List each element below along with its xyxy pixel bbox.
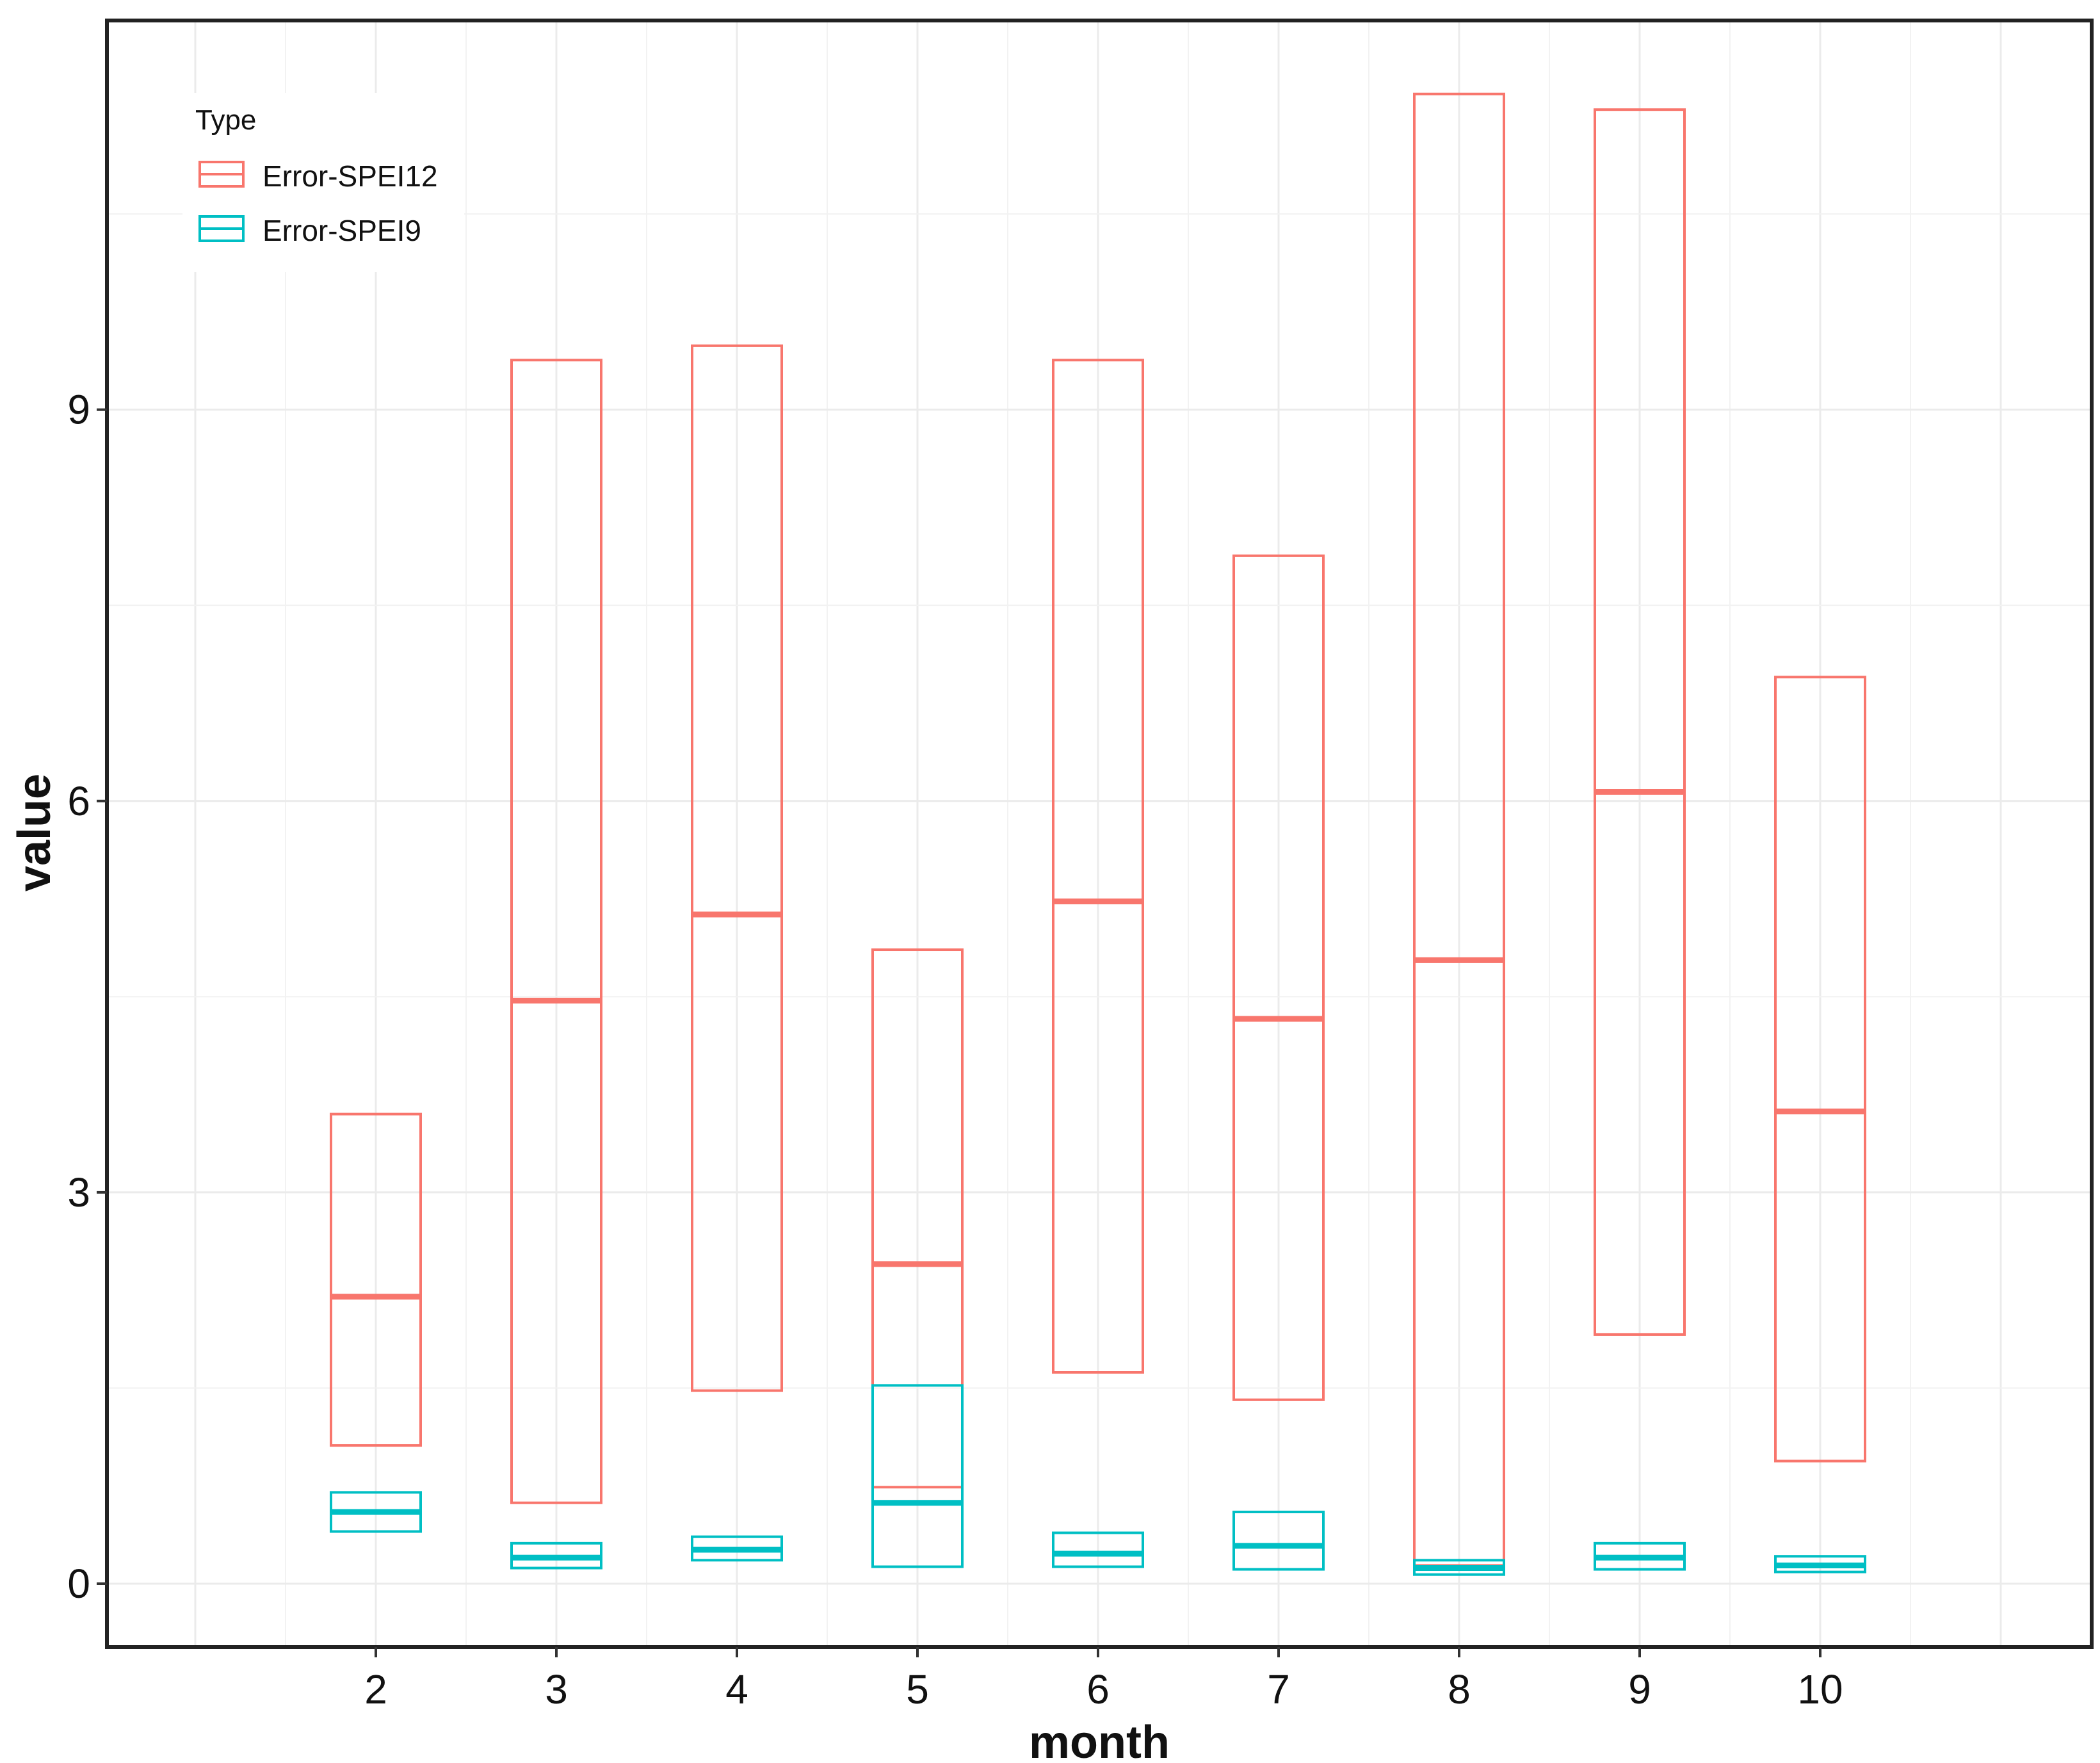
x-tick-label: 10 [1797, 1666, 1843, 1712]
box-spei9-month-5 [871, 1384, 964, 1568]
legend-title: Type [195, 104, 256, 136]
y-tick-label: 3 [67, 1169, 90, 1215]
legend-key-spei12 [198, 161, 245, 188]
legend-label-spei9: Error-SPEI9 [262, 214, 421, 247]
box-spei12-month-3 [510, 359, 602, 1504]
x-tick-label: 6 [1086, 1666, 1110, 1712]
box-spei9-month-6 [1052, 1531, 1144, 1568]
x-tick-label: 4 [725, 1666, 748, 1712]
legend-label-spei12: Error-SPEI12 [262, 159, 438, 193]
x-tick-label: 2 [364, 1666, 387, 1712]
box-spei12-month-10 [1774, 676, 1866, 1463]
box-spei12-month-6 [1052, 359, 1144, 1374]
y-tick-label: 6 [67, 778, 90, 824]
box-spei12-month-7 [1232, 554, 1325, 1401]
box-spei12-month-2 [330, 1112, 422, 1447]
x-tick-label: 5 [906, 1666, 929, 1712]
x-tick-label: 7 [1267, 1666, 1290, 1712]
boxes [330, 92, 1866, 1576]
legend-background [182, 93, 464, 272]
legend-key-spei9 [198, 215, 245, 242]
y-axis-title: value [9, 774, 60, 891]
box-spei12-month-4 [691, 344, 783, 1392]
axis-ticks [97, 408, 1821, 1657]
tick-labels: 0 3 6 9 2 3 4 5 6 7 8 9 10 [67, 387, 1843, 1712]
y-tick-label: 9 [67, 387, 90, 433]
box-spei12-month-5 [871, 948, 964, 1489]
x-tick-label: 9 [1628, 1666, 1651, 1712]
box-spei12-month-9 [1594, 108, 1686, 1336]
box-spei9-month-7 [1232, 1510, 1325, 1571]
x-tick-label: 3 [545, 1666, 568, 1712]
x-axis-title: month [1029, 1717, 1170, 1763]
x-tick-label: 8 [1448, 1666, 1471, 1712]
y-tick-label: 0 [67, 1561, 90, 1607]
legend: Type Error-SPEI12 Error-SPEI9 [182, 93, 464, 272]
